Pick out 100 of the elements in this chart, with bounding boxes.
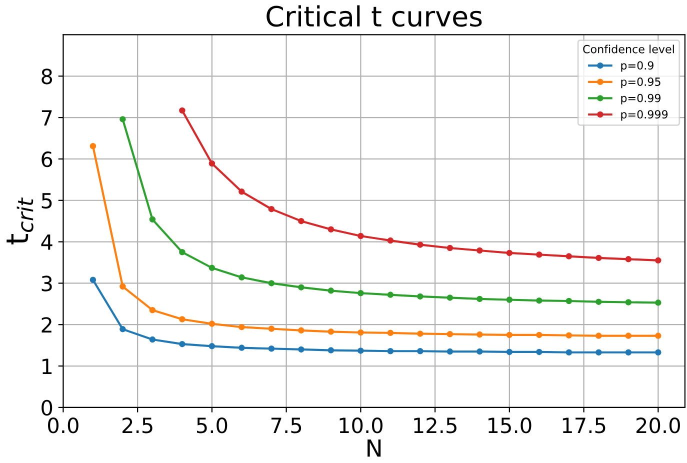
y-tick-label: 8 [42, 68, 52, 84]
y-tick-label: 3 [42, 276, 52, 292]
point [387, 330, 394, 336]
point [417, 348, 424, 354]
point [476, 247, 483, 254]
point [298, 218, 304, 224]
point [358, 329, 364, 336]
point [476, 331, 483, 338]
point [596, 332, 602, 339]
point [149, 306, 156, 314]
point [179, 340, 186, 348]
point [208, 320, 216, 327]
point [328, 347, 334, 354]
y-tick-label: 4 [41, 234, 52, 250]
point [238, 324, 245, 330]
point [446, 294, 454, 301]
y-tick-label: 6 [42, 151, 52, 168]
point [238, 344, 245, 351]
point [566, 298, 572, 304]
x-tick-label: 17.5 [562, 418, 606, 434]
point [625, 349, 632, 356]
point [655, 332, 662, 339]
point [536, 297, 542, 304]
y-tick-label: 5 [42, 193, 52, 209]
legend-label: p=0.9 [621, 61, 654, 72]
point [120, 116, 126, 122]
point [446, 348, 454, 355]
point [149, 216, 156, 223]
point [655, 257, 662, 264]
point [238, 274, 245, 281]
point [387, 348, 394, 354]
point [298, 346, 304, 353]
point [387, 292, 394, 298]
legend-title: Confidence level [583, 44, 674, 54]
point [566, 332, 572, 339]
x-axis-title: N [368, 439, 381, 457]
point [536, 252, 542, 258]
y-tick-label: 7 [42, 110, 52, 126]
point [655, 349, 662, 356]
y-tick-label: 0 [42, 400, 52, 416]
x-tick-label: 12.5 [414, 418, 456, 434]
point [179, 316, 186, 322]
chart-title: Critical t curves [266, 5, 482, 27]
point [625, 332, 632, 339]
point [268, 346, 275, 352]
legend-label: p=0.95 [621, 78, 660, 88]
point [90, 143, 96, 150]
point [596, 349, 602, 356]
point [358, 348, 364, 354]
y-tick-label: 1 [42, 358, 52, 374]
point [596, 254, 602, 262]
point [208, 343, 216, 350]
y-tick-label: 2 [42, 317, 52, 333]
point [506, 332, 513, 338]
point [506, 348, 513, 356]
point [268, 280, 275, 286]
point [506, 250, 513, 256]
point [417, 293, 424, 300]
point [476, 296, 483, 302]
y-axis-title: t$_{crit}$ [6, 197, 34, 244]
point [387, 237, 394, 244]
x-tick-label: 2.5 [122, 418, 152, 434]
point [90, 276, 96, 284]
x-tick-label: 5.0 [196, 418, 228, 434]
x-tick-label: 15.0 [488, 418, 532, 434]
point [536, 348, 542, 356]
point [298, 284, 304, 290]
point [476, 348, 483, 355]
point [358, 290, 364, 296]
point [268, 326, 275, 332]
x-tick-label: 20.0 [636, 418, 680, 434]
x-tick-label: 0.0 [48, 418, 78, 434]
point [179, 107, 186, 114]
point [208, 264, 216, 272]
point [120, 326, 126, 332]
point [328, 328, 334, 335]
point [328, 288, 334, 294]
point [358, 232, 364, 240]
point [328, 226, 334, 232]
point [625, 299, 632, 306]
point [655, 300, 662, 306]
point [446, 244, 454, 252]
point [179, 249, 186, 256]
point [120, 283, 126, 290]
point [417, 242, 424, 248]
point [417, 330, 424, 337]
point [566, 349, 572, 356]
point [238, 188, 245, 195]
x-tick-label: 10.0 [340, 418, 382, 434]
point [149, 336, 156, 343]
x-tick-label: 7.5 [271, 418, 302, 434]
legend-label: p=0.99 [621, 94, 661, 104]
point [566, 253, 572, 260]
point [506, 296, 513, 303]
legend-label: p=0.999 [621, 110, 668, 121]
point [625, 256, 632, 262]
point [596, 298, 602, 305]
point [446, 331, 454, 338]
point [268, 206, 275, 212]
point [208, 160, 216, 167]
